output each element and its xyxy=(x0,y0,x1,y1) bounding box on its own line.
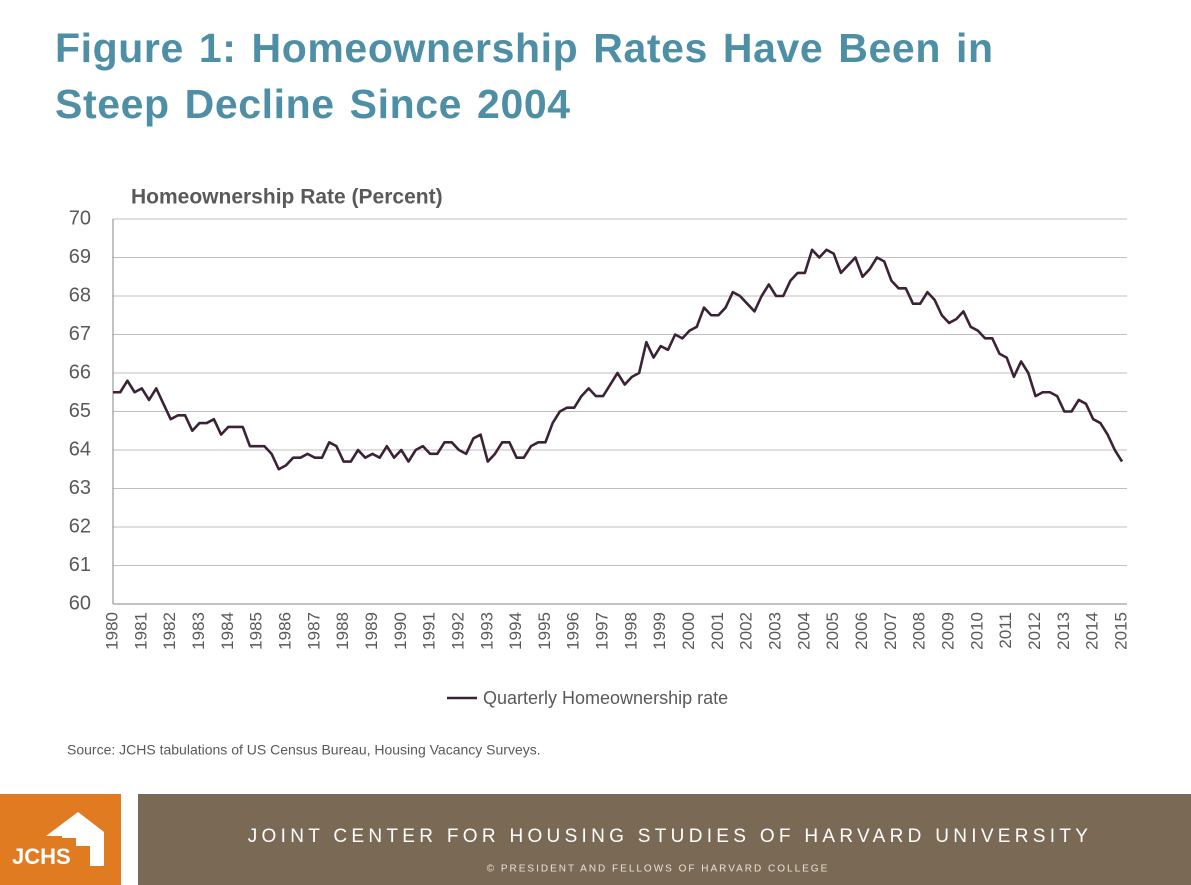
x-tick-label: 2006 xyxy=(852,612,871,650)
y-tick-label: 69 xyxy=(69,246,91,268)
x-tick-label: 1997 xyxy=(593,612,612,650)
y-tick-label: 65 xyxy=(69,400,91,422)
x-tick-label: 2013 xyxy=(1054,612,1073,650)
x-tick-label: 1989 xyxy=(362,612,381,650)
logo-text: JCHS xyxy=(12,844,71,869)
x-tick-label: 2002 xyxy=(737,612,756,650)
y-tick-label: 66 xyxy=(69,361,91,383)
y-tick-label: 70 xyxy=(69,207,91,229)
x-tick-label: 1982 xyxy=(160,612,179,650)
data-line xyxy=(113,248,1124,471)
footer-copyright: © PRESIDENT AND FELLOWS OF HARVARD COLLE… xyxy=(487,864,830,875)
x-tick-label: 1987 xyxy=(304,612,323,650)
y-tick-label: 67 xyxy=(69,323,91,345)
x-tick-label: 2005 xyxy=(823,612,842,650)
slide-title: Figure 1: Homeownership Rates Have Been … xyxy=(55,25,994,127)
y-tick-label: 64 xyxy=(69,438,91,460)
x-tick-label: 2004 xyxy=(794,612,813,650)
x-tick-label: 1986 xyxy=(275,612,294,650)
x-tick-label: 2007 xyxy=(881,612,900,650)
x-tick-label: 1990 xyxy=(391,612,410,650)
y-tick-label: 68 xyxy=(69,284,91,306)
x-tick-label: 1980 xyxy=(102,612,121,650)
footer-band xyxy=(138,794,1191,885)
x-tick-label: 1981 xyxy=(131,612,150,650)
y-tick-label: 63 xyxy=(69,477,91,499)
y-tick-label: 62 xyxy=(69,515,91,537)
x-tick-label: 1988 xyxy=(333,612,352,650)
x-tick-label: 1995 xyxy=(535,612,554,650)
x-tick-label: 2010 xyxy=(967,612,986,650)
logo-house xyxy=(46,812,104,866)
x-tick-label: 2014 xyxy=(1083,612,1102,650)
x-tick-label: 2011 xyxy=(996,612,1015,649)
x-tick-label: 2001 xyxy=(708,612,727,650)
x-tick-label: 1996 xyxy=(564,612,583,650)
x-tick-label: 2015 xyxy=(1111,612,1130,650)
x-tick-label: 1991 xyxy=(420,612,439,650)
x-tick-label: 1984 xyxy=(218,612,237,650)
x-tick-label: 1983 xyxy=(189,612,208,650)
x-tick-label: 1992 xyxy=(448,612,467,650)
x-tick-label: 2009 xyxy=(939,612,958,650)
x-tick-label: 2000 xyxy=(679,612,698,650)
x-tick-label: 2008 xyxy=(910,612,929,650)
x-tick-label: 2003 xyxy=(766,612,785,650)
source-note: Source: JCHS tabulations of US Census Bu… xyxy=(67,742,541,758)
x-tick-label: 1994 xyxy=(506,612,525,650)
x-tick-label: 1999 xyxy=(650,612,669,650)
footer-organization: JOINT CENTER FOR HOUSING STUDIES OF HARV… xyxy=(248,826,1093,847)
y-axis-title: Homeownership Rate (Percent) xyxy=(131,186,443,209)
legend-label: Quarterly Homeownership rate xyxy=(483,688,728,708)
y-tick-label: 61 xyxy=(69,554,91,576)
y-tick-label: 60 xyxy=(69,592,91,614)
x-tick-label: 2012 xyxy=(1025,612,1044,650)
x-tick-label: 1985 xyxy=(247,612,266,650)
x-tick-label: 1993 xyxy=(477,612,496,650)
x-tick-label: 1998 xyxy=(621,612,640,650)
